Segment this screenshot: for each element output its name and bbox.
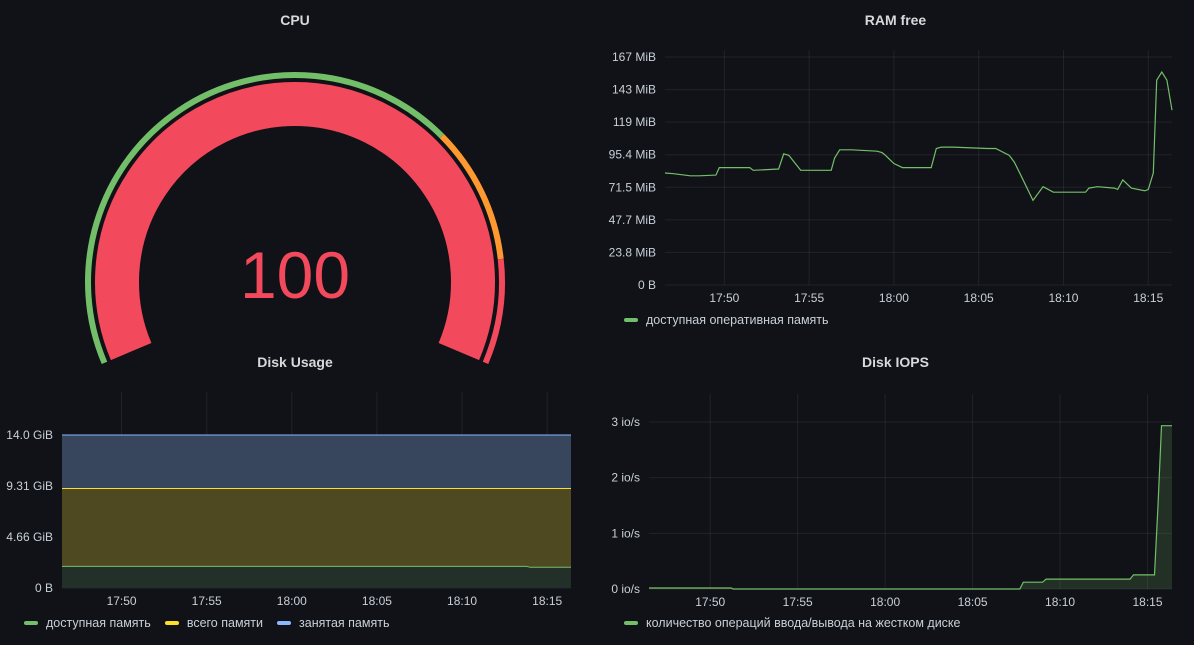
gauge-threshold-green xyxy=(85,72,445,365)
legend-item[interactable]: доступная память xyxy=(24,616,151,630)
x-tick-label: 18:15 xyxy=(1133,291,1163,305)
x-tick-label: 18:05 xyxy=(958,595,988,609)
ram-panel: RAM free 17:50 17:55 18:00 18:05 18:10 18:15 0… xyxy=(597,0,1194,340)
gauge-value-arc xyxy=(95,82,495,361)
legend-label: занятая память xyxy=(299,616,390,630)
x-tick-label: 17:50 xyxy=(709,291,739,305)
legend-swatch xyxy=(164,621,179,625)
ram-legend: доступная оперативная память xyxy=(624,313,829,327)
series-line xyxy=(62,565,571,568)
x-tick-label: 18:00 xyxy=(277,594,307,608)
y-tick-label: 167 MiB xyxy=(612,50,656,64)
x-tick-label: 18:15 xyxy=(532,594,562,608)
x-tick-label: 18:10 xyxy=(1048,291,1078,305)
disk-usage-chart[interactable]: 17:50 17:55 18:00 18:05 18:10 18:15 0 B 4.66 Gi… xyxy=(0,342,590,645)
gauge-threshold-orange xyxy=(439,134,504,260)
y-tick-label: 3 io/s xyxy=(611,415,640,429)
y-tick-label: 0 B xyxy=(35,581,53,595)
legend-swatch xyxy=(24,621,38,625)
legend-swatch xyxy=(277,621,292,625)
x-tick-label: 18:10 xyxy=(447,594,477,608)
x-tick-label: 18:15 xyxy=(1132,595,1162,609)
cpu-panel-title[interactable]: CPU xyxy=(280,12,310,28)
gauge-threshold-red xyxy=(482,258,505,365)
disk-usage-legend: доступная память всего памяти занятая па… xyxy=(24,616,389,630)
legend-label: количество операций ввода/вывода на жест… xyxy=(646,616,961,630)
series-area xyxy=(649,425,1172,589)
legend-swatch xyxy=(624,621,638,625)
legend-swatch xyxy=(624,318,638,322)
x-tick-label: 18:05 xyxy=(964,291,994,305)
disk-usage-panel-title[interactable]: Disk Usage xyxy=(257,354,333,370)
series-line xyxy=(664,70,1173,202)
x-tick-label: 17:55 xyxy=(783,595,813,609)
x-tick-label: 18:00 xyxy=(879,291,909,305)
series-area-base xyxy=(62,566,571,588)
y-tick-label: 23.8 MiB xyxy=(609,245,656,259)
x-tick-label: 18:05 xyxy=(362,594,392,608)
legend-item[interactable]: занятая память xyxy=(277,616,389,630)
x-tick-label: 18:00 xyxy=(870,595,900,609)
y-tick-label: 143 MiB xyxy=(612,83,656,97)
legend-item[interactable]: доступная оперативная память xyxy=(624,313,829,327)
y-tick-label: 9.31 GiB xyxy=(6,479,53,493)
y-tick-label: 0 io/s xyxy=(611,582,640,596)
x-tick-label: 17:50 xyxy=(107,594,137,608)
x-tick-label: 17:55 xyxy=(794,291,824,305)
cpu-value: 100 xyxy=(240,238,350,312)
y-tick-label: 71.5 MiB xyxy=(609,180,656,194)
x-tick-label: 18:10 xyxy=(1045,595,1075,609)
disk-iops-panel: Disk IOPS 17:50 17:55 18:00 18:05 18:10 18:15… xyxy=(597,342,1194,645)
disk-iops-legend: количество операций ввода/вывода на жест… xyxy=(624,616,961,630)
series-area-base xyxy=(62,488,571,588)
x-tick-label: 17:55 xyxy=(192,594,222,608)
y-tick-label: 1 io/s xyxy=(611,526,640,540)
legend-label: доступная оперативная память xyxy=(646,313,829,327)
ram-panel-title[interactable]: RAM free xyxy=(864,12,927,28)
ram-chart[interactable]: 17:50 17:55 18:00 18:05 18:10 18:15 0 B 23.8 Mi… xyxy=(597,0,1194,340)
series-line xyxy=(649,425,1172,590)
legend-item[interactable]: всего памяти xyxy=(164,616,264,630)
y-tick-label: 4.66 GiB xyxy=(6,530,53,544)
y-tick-label: 47.7 MiB xyxy=(609,213,656,227)
cpu-panel: CPU 100 xyxy=(0,0,590,365)
cpu-gauge: 100 xyxy=(85,72,505,365)
series-area xyxy=(62,566,571,588)
y-tick-label: 95.4 MiB xyxy=(609,148,656,162)
disk-usage-panel: Disk Usage 17:50 17:55 18:00 18:05 18:10 18:1… xyxy=(0,342,590,645)
y-tick-label: 2 io/s xyxy=(611,471,640,485)
y-tick-label: 119 MiB xyxy=(613,115,656,129)
x-tick-label: 17:50 xyxy=(695,595,725,609)
legend-label: доступная память xyxy=(46,616,151,630)
y-tick-label: 14.0 GiB xyxy=(6,428,53,442)
legend-item[interactable]: количество операций ввода/вывода на жест… xyxy=(624,616,961,630)
series-area xyxy=(62,488,571,588)
disk-iops-panel-title[interactable]: Disk IOPS xyxy=(862,354,929,370)
y-tick-label: 0 B xyxy=(638,278,656,292)
legend-label: всего памяти xyxy=(186,616,264,630)
disk-iops-chart[interactable]: 17:50 17:55 18:00 18:05 18:10 18:15 0 io/s 1 io… xyxy=(597,342,1194,645)
